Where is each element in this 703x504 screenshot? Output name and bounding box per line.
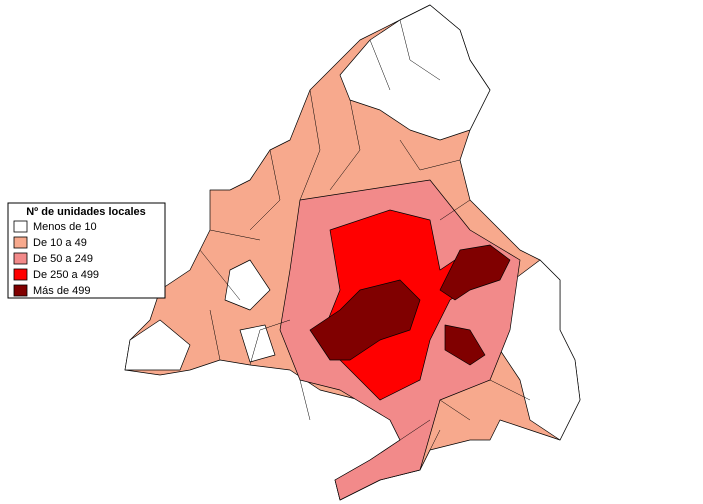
region-dark-east (439, 244, 511, 301)
region-dark-south (444, 324, 486, 366)
region-dark-center (309, 279, 421, 361)
map-regions (124, 4, 581, 501)
legend-label: De 10 a 49 (33, 237, 87, 249)
legend-label: De 50 a 249 (33, 253, 93, 265)
legend-items: Menos de 10 De 10 a 49 De 50 a 249 De 250 a… (13, 220, 99, 297)
legend-box (7, 202, 166, 299)
legend-swatch (13, 236, 28, 249)
legend-label: Más de 499 (33, 285, 90, 297)
legend-swatch (13, 268, 28, 281)
border-lines (199, 19, 531, 471)
borders (199, 19, 531, 471)
region-west-2 (224, 259, 271, 311)
legend-label: Menos de 10 (33, 221, 97, 233)
region-west-3 (239, 324, 276, 363)
legend-label: De 250 a 499 (33, 269, 99, 281)
legend-swatch (13, 220, 28, 233)
legend-swatch (13, 252, 28, 265)
legend-swatch (13, 284, 28, 297)
legend-title: Nº de unidades locales (26, 206, 146, 218)
legend: Nº de unidades locales Menos de 10 De 10 … (7, 202, 166, 299)
region-west (124, 319, 191, 371)
